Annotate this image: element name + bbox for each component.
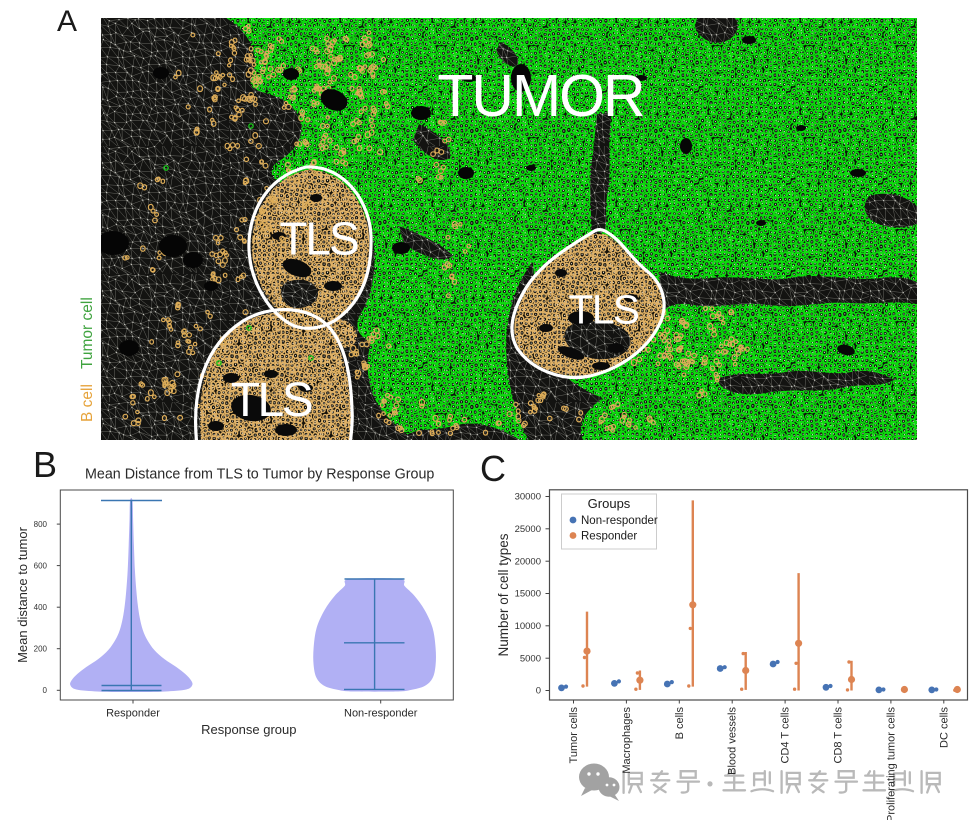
svg-text:200: 200 <box>34 645 48 654</box>
svg-text:B: B <box>33 444 57 485</box>
svg-text:Response group: Response group <box>201 722 296 737</box>
svg-text:Tumor cell: Tumor cell <box>79 297 96 369</box>
svg-text:DC cells: DC cells <box>938 707 950 748</box>
svg-text:C: C <box>480 448 506 489</box>
svg-text:A: A <box>57 5 77 38</box>
svg-text:Responder: Responder <box>581 531 637 543</box>
svg-text:20000: 20000 <box>515 556 541 567</box>
svg-text:5000: 5000 <box>520 653 541 664</box>
svg-text:TLS: TLS <box>569 287 639 333</box>
svg-text:30000: 30000 <box>515 492 541 503</box>
svg-text:400: 400 <box>34 603 48 612</box>
svg-text:25000: 25000 <box>515 524 541 535</box>
svg-text:Proliferating tumor cells: Proliferating tumor cells <box>885 707 897 820</box>
svg-text:Groups: Groups <box>588 496 631 511</box>
svg-text:10000: 10000 <box>515 621 541 632</box>
svg-text:Mean Distance from TLS to Tumo: Mean Distance from TLS to Tumor by Respo… <box>85 467 434 483</box>
svg-text:TLS: TLS <box>231 374 312 427</box>
svg-text:Blood vessels: Blood vessels <box>727 707 739 775</box>
svg-text:Macrophages: Macrophages <box>621 707 633 774</box>
svg-text:B cells: B cells <box>674 707 686 740</box>
svg-text:Non-responder: Non-responder <box>581 515 658 527</box>
svg-text:0: 0 <box>43 686 48 695</box>
svg-text:TLS: TLS <box>279 213 358 265</box>
svg-text:Mean distance to tumor: Mean distance to tumor <box>15 526 30 663</box>
svg-text:CD4 T cells: CD4 T cells <box>780 707 792 764</box>
svg-text:600: 600 <box>34 561 48 570</box>
svg-text:0: 0 <box>536 686 541 697</box>
svg-text:Responder: Responder <box>106 708 160 720</box>
svg-text:15000: 15000 <box>515 589 541 600</box>
svg-text:Non-responder: Non-responder <box>344 708 418 720</box>
svg-text:Number of cell types: Number of cell types <box>496 533 511 656</box>
svg-text:TUMOR: TUMOR <box>437 63 643 129</box>
svg-text:800: 800 <box>34 520 48 529</box>
svg-text:B cell: B cell <box>79 384 96 422</box>
svg-text:Tumor cells: Tumor cells <box>568 707 580 764</box>
svg-text:CD8 T cells: CD8 T cells <box>833 707 845 764</box>
